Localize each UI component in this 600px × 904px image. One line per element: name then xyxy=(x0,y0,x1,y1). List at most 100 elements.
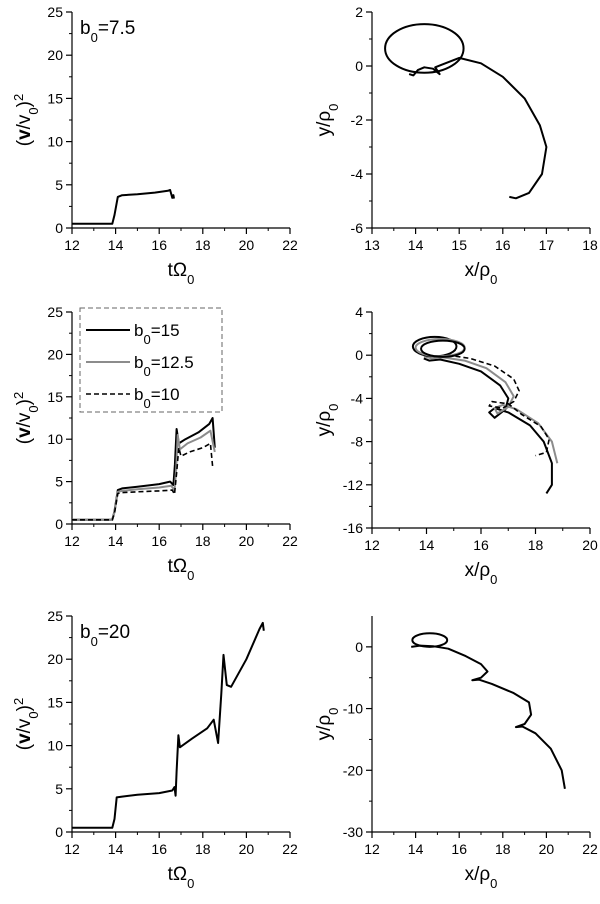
x-tick-label: 12 xyxy=(64,841,80,857)
y-tick-label: -2 xyxy=(351,112,364,128)
y-axis-label: (v/v0)2 xyxy=(11,392,41,444)
y-tick-label: 20 xyxy=(47,47,63,63)
y-tick-label: 15 xyxy=(47,389,63,405)
y-tick-label: 20 xyxy=(47,651,63,667)
series-line xyxy=(423,355,559,464)
series-line xyxy=(72,621,265,829)
panel-p2: 13 14 15 16 17 18 -6 -4 -2 0 2 x/ρ0 y/ρ0 xyxy=(314,4,598,287)
x-tick-label: 13 xyxy=(364,237,380,253)
y-axis-label: y/ρ0 xyxy=(314,104,341,137)
x-tick-label: 16 xyxy=(151,841,167,857)
series-line xyxy=(72,442,214,521)
y-axis-label: y/ρ0 xyxy=(314,404,341,437)
series-line xyxy=(72,189,175,225)
y-tick-label: 15 xyxy=(47,694,63,710)
series-line xyxy=(408,56,548,200)
x-tick-label: 16 xyxy=(451,841,467,857)
y-tick-label: 0 xyxy=(55,824,63,840)
y-tick-label: -4 xyxy=(351,166,364,182)
y-tick-label: 0 xyxy=(355,639,363,655)
y-tick-label: 10 xyxy=(47,134,63,150)
y-tick-label: 5 xyxy=(55,177,63,193)
x-tick-label: 16 xyxy=(495,237,511,253)
y-tick-label: 20 xyxy=(47,346,63,362)
y-tick-label: -4 xyxy=(351,390,364,406)
y-tick-label: -6 xyxy=(351,220,364,236)
x-tick-label: 14 xyxy=(408,237,424,253)
y-tick-label: -8 xyxy=(351,434,364,450)
x-tick-label: 20 xyxy=(539,841,555,857)
y-tick-label: 10 xyxy=(47,738,63,754)
x-tick-label: 14 xyxy=(108,841,124,857)
y-tick-label: 2 xyxy=(355,4,363,20)
y-axis-label: (v/v0)2 xyxy=(11,698,41,750)
x-tick-label: 16 xyxy=(151,237,167,253)
series-line xyxy=(72,429,216,521)
y-tick-label: 0 xyxy=(55,220,63,236)
x-tick-label: 22 xyxy=(282,841,298,857)
legend-label: b0=10 xyxy=(134,385,180,411)
x-tick-label: 14 xyxy=(419,537,435,553)
series-line xyxy=(423,357,553,494)
y-axis-label: (v/v0)2 xyxy=(11,94,41,146)
x-axis-label: x/ρ0 xyxy=(465,560,498,587)
x-tick-label: 14 xyxy=(408,841,424,857)
y-tick-label: 25 xyxy=(47,4,63,20)
y-tick-label: 0 xyxy=(55,516,63,532)
y-tick-label: -20 xyxy=(343,762,363,778)
trajectory-loop xyxy=(411,632,449,648)
x-tick-label: 18 xyxy=(528,537,544,553)
x-tick-label: 22 xyxy=(582,841,598,857)
y-tick-label: 15 xyxy=(47,90,63,106)
series-line xyxy=(72,417,216,521)
panel-p4: 12 14 16 18 20 -16 -12 -8 -4 0 4 x/ρ0 y/ρ0 xyxy=(314,304,598,587)
x-tick-label: 16 xyxy=(151,533,167,549)
x-axis-label: tΩ0 xyxy=(168,260,195,287)
x-axis-label: tΩ0 xyxy=(168,864,195,891)
x-tick-label: 22 xyxy=(282,237,298,253)
x-tick-label: 12 xyxy=(364,537,380,553)
y-tick-label: 10 xyxy=(47,431,63,447)
x-tick-label: 20 xyxy=(582,537,598,553)
x-axis-label: x/ρ0 xyxy=(465,260,498,287)
x-tick-label: 20 xyxy=(239,533,255,549)
y-tick-label: 4 xyxy=(355,304,363,320)
x-tick-label: 14 xyxy=(108,533,124,549)
panel-p3: 12 14 16 18 20 220510152025tΩ0(v/v0)2b0=15b0=… xyxy=(11,304,298,583)
x-tick-label: 18 xyxy=(195,841,211,857)
x-tick-label: 12 xyxy=(64,237,80,253)
y-tick-label: 0 xyxy=(355,347,363,363)
trajectory-loop xyxy=(420,339,466,358)
x-tick-label: 22 xyxy=(282,533,298,549)
y-axis-label: y/ρ0 xyxy=(314,708,341,741)
x-tick-label: 15 xyxy=(451,237,467,253)
legend-label: b0=12.5 xyxy=(134,353,194,379)
x-tick-label: 12 xyxy=(364,841,380,857)
x-tick-label: 18 xyxy=(495,841,511,857)
trajectory-loop xyxy=(384,23,465,74)
y-tick-label: -12 xyxy=(343,477,363,493)
x-tick-label: 18 xyxy=(195,533,211,549)
x-axis-label: x/ρ0 xyxy=(465,864,498,891)
panel-p6: 12 14 16 18 20 22 -30 -20 -10 0 x/ρ0 y/ρ0 xyxy=(314,616,598,891)
x-tick-label: 14 xyxy=(108,237,124,253)
y-tick-label: 25 xyxy=(47,304,63,320)
y-tick-label: 0 xyxy=(355,58,363,74)
x-tick-label: 16 xyxy=(473,537,489,553)
x-tick-label: 18 xyxy=(195,237,211,253)
panel-p1: 12 14 16 18 20 22 0 5 10 15 20 25 tΩ0 (v/v0)2 b0=7.5 xyxy=(11,4,298,287)
y-tick-label: 5 xyxy=(55,781,63,797)
x-tick-label: 17 xyxy=(539,237,555,253)
x-tick-label: 20 xyxy=(239,841,255,857)
parameter-annotation: b0=20 xyxy=(80,622,130,649)
y-tick-label: -30 xyxy=(343,824,363,840)
x-tick-label: 20 xyxy=(239,237,255,253)
y-tick-label: -16 xyxy=(343,520,363,536)
y-tick-label: 5 xyxy=(55,474,63,490)
y-tick-label: -10 xyxy=(343,701,363,717)
parameter-annotation: b0=7.5 xyxy=(80,18,135,45)
legend: b0=15 b0=12.5 b0=10 xyxy=(79,307,223,413)
series-line xyxy=(411,644,566,789)
legend-label: b0=15 xyxy=(134,321,180,347)
